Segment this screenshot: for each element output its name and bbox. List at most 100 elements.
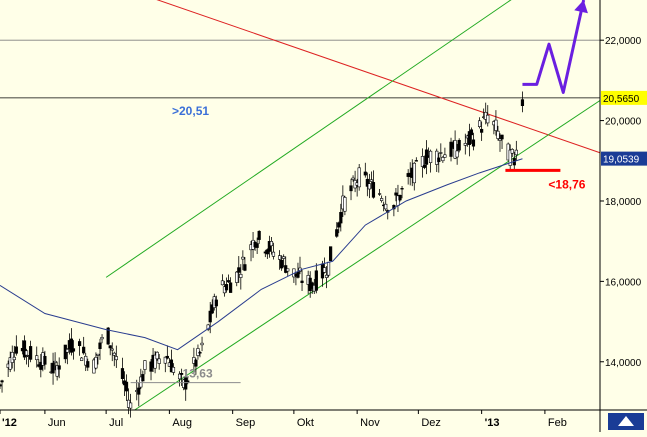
candle-body-up [384, 203, 388, 210]
candle-body-up [286, 268, 290, 272]
x-tick-label-5: Okt [297, 417, 314, 429]
candle-body-down [120, 368, 125, 379]
candle-body-down [237, 267, 241, 273]
candle-body-down [394, 192, 398, 196]
candle-body-up [65, 349, 69, 353]
candle [114, 345, 118, 368]
candle [139, 368, 143, 390]
candle [100, 334, 104, 344]
moving-average-line [0, 158, 523, 351]
x-tick-label-9: Feb [548, 417, 567, 429]
candle-body-up [94, 356, 98, 369]
candle-body-down [471, 139, 476, 147]
candle-body-up [367, 183, 371, 190]
candle-body-down [339, 212, 343, 224]
candle-body-down [169, 359, 174, 373]
candle-body-up [377, 193, 382, 195]
candle [398, 194, 402, 202]
candle [269, 237, 274, 255]
candle-body-down [226, 280, 231, 283]
candle [94, 352, 98, 370]
candle-body-up [420, 156, 425, 167]
candle [137, 382, 141, 407]
candle [449, 137, 453, 162]
candle-body-up [196, 348, 200, 356]
candle [177, 371, 182, 387]
candle-body-up [171, 366, 176, 373]
candle-body-up [443, 154, 447, 158]
candle-body-down [86, 361, 90, 368]
candle-body-down [186, 380, 190, 383]
candle-body-down [184, 377, 188, 390]
candle-body-up [35, 355, 39, 361]
candle [14, 335, 18, 356]
candle-body-up [271, 251, 276, 257]
candle-body-up [163, 356, 167, 364]
candle-body-down [314, 270, 318, 291]
projection-arrow-path [522, 0, 586, 94]
candle-body-down [229, 282, 233, 293]
corner-button-icon [618, 416, 634, 426]
candle [365, 172, 369, 197]
trend-line-2 [105, 0, 512, 278]
candle [414, 157, 418, 162]
candle [439, 143, 443, 158]
candle-body-down [69, 338, 74, 353]
candle [143, 360, 147, 375]
candle [349, 178, 353, 201]
candle-body-down [255, 243, 259, 248]
candle-body-down [14, 346, 18, 354]
candle-body-up [155, 351, 159, 360]
candle-body-down [437, 157, 441, 163]
candle [196, 344, 200, 360]
candle [155, 351, 159, 361]
candle [480, 121, 484, 141]
candle-body-down [51, 362, 55, 374]
candle [324, 266, 329, 289]
candle-body-down [469, 129, 474, 136]
candle [282, 254, 286, 268]
x-tick-label-4: Sep [236, 417, 256, 429]
candle [453, 130, 457, 160]
y-tick-label-1: 16,0000 [605, 277, 642, 288]
candle-body-down [71, 348, 76, 352]
candle [498, 133, 502, 152]
candle-body-up [129, 402, 133, 409]
candle-body-up [277, 255, 282, 260]
y-tick-label-0: 14,0000 [605, 358, 642, 369]
candle [241, 250, 245, 271]
candle-body-up [53, 360, 57, 363]
candle [455, 143, 459, 165]
candle-body-up [380, 198, 384, 201]
candle [22, 335, 27, 360]
candle-body-up [96, 353, 100, 356]
candle [29, 340, 33, 363]
candle-body-down [335, 229, 339, 237]
candle-body-up [441, 157, 445, 162]
projection-arrow-head [574, 0, 588, 14]
candle [24, 348, 29, 365]
x-tick-label-0: '12 [2, 417, 17, 429]
candle [371, 170, 376, 199]
candle-body-up [12, 356, 16, 361]
candle [329, 246, 333, 262]
candle [420, 148, 425, 178]
candle [343, 195, 347, 216]
candle [80, 356, 84, 361]
resistance-annotation: >20,51 [172, 104, 209, 118]
candle-body-up [324, 274, 329, 278]
candle-body-down [57, 365, 61, 370]
candle-body-up [477, 120, 482, 127]
candle [422, 155, 427, 170]
candle [367, 173, 371, 199]
candle [243, 257, 247, 272]
candle-body-down [165, 355, 169, 359]
candle-body-down [77, 341, 82, 346]
candle [467, 123, 471, 157]
candle [437, 152, 441, 173]
y-tick-label-3: 20,0000 [605, 117, 642, 128]
candle-body-down [39, 361, 43, 370]
candle [226, 274, 231, 284]
candle-body-down [480, 128, 484, 133]
